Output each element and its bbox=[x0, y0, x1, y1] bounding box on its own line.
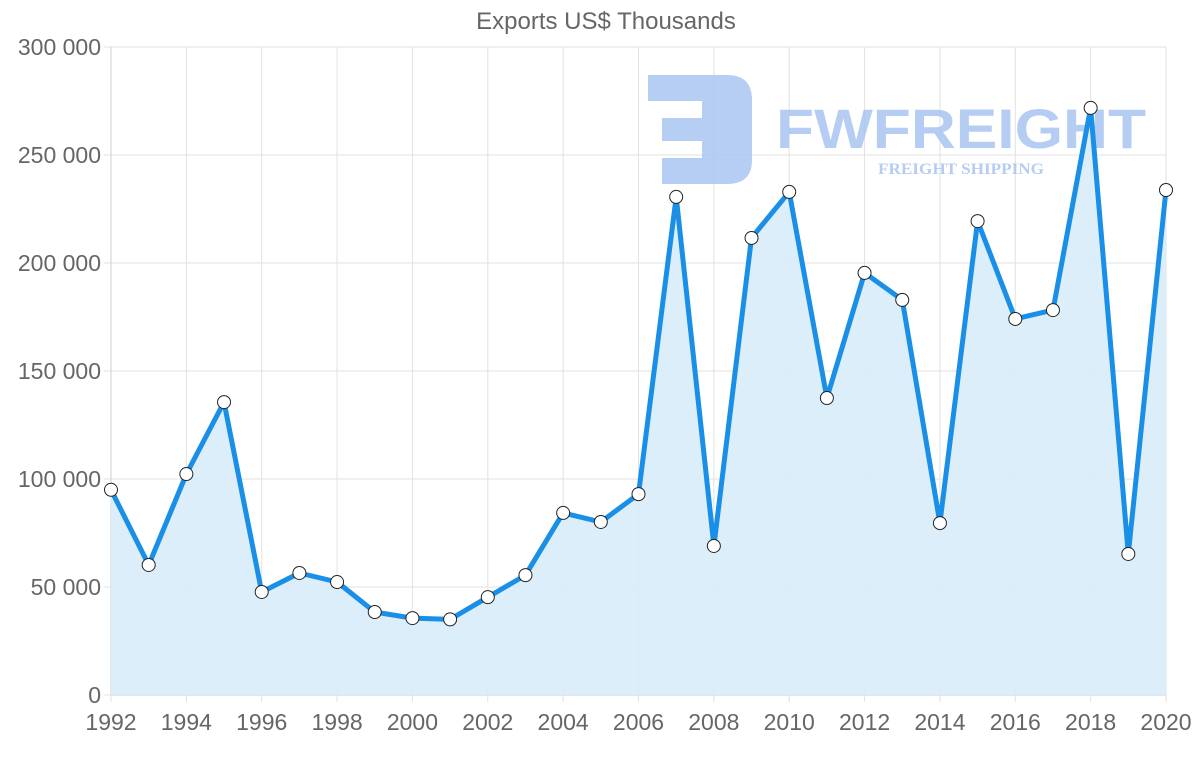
x-axis-ticks: 1992 1994 1996 1998 2000 2002 2004 2006 2008 2010… bbox=[85, 709, 1191, 735]
data-points bbox=[104, 100, 1173, 627]
x-tick-label: 2006 bbox=[613, 709, 664, 735]
data-point-marker bbox=[782, 184, 797, 199]
data-point-marker bbox=[405, 611, 420, 626]
area-fill bbox=[111, 107, 1166, 695]
data-point-marker bbox=[367, 605, 382, 620]
fwfreight-watermark-logo: FWFREIGHT FREIGHT SHIPPING bbox=[648, 75, 1146, 184]
y-tick-label: 50 000 bbox=[31, 574, 101, 600]
data-point-marker bbox=[141, 557, 156, 572]
x-tick-label: 2018 bbox=[1065, 709, 1116, 735]
data-point-marker bbox=[254, 584, 269, 599]
y-tick-label: 300 000 bbox=[18, 34, 101, 60]
x-tick-label: 2016 bbox=[990, 709, 1041, 735]
y-tick-label: 0 bbox=[88, 682, 101, 708]
x-tick-label: 2020 bbox=[1140, 709, 1191, 735]
chart-title: Exports US$ Thousands bbox=[476, 8, 736, 35]
y-tick-label: 250 000 bbox=[18, 142, 101, 168]
data-point-marker bbox=[744, 230, 759, 245]
x-tick-label: 1998 bbox=[311, 709, 362, 735]
x-tick-label: 1992 bbox=[85, 709, 136, 735]
y-tick-label: 100 000 bbox=[18, 466, 101, 492]
data-point-marker bbox=[179, 467, 194, 482]
data-point-marker bbox=[631, 487, 646, 502]
data-point-marker bbox=[1083, 100, 1098, 115]
data-point-marker bbox=[330, 575, 345, 590]
data-point-marker bbox=[1159, 182, 1173, 197]
data-point-marker bbox=[518, 568, 533, 583]
data-point-marker bbox=[1121, 546, 1136, 561]
data-point-marker bbox=[556, 505, 571, 520]
data-point-marker bbox=[217, 395, 232, 410]
data-point-marker bbox=[292, 565, 307, 580]
y-axis-ticks: 0 50 000 100 000 150 000 200 000 250 000 300 0… bbox=[18, 34, 101, 708]
data-point-marker bbox=[895, 292, 910, 307]
y-tick-label: 150 000 bbox=[18, 358, 101, 384]
data-point-marker bbox=[1045, 303, 1060, 318]
data-point-marker bbox=[819, 391, 834, 405]
data-point-marker bbox=[706, 538, 721, 553]
x-tick-label: 1994 bbox=[161, 709, 212, 735]
data-point-marker bbox=[1008, 311, 1023, 326]
x-tick-label: 2000 bbox=[387, 709, 438, 735]
data-point-marker bbox=[932, 516, 947, 531]
data-point-marker bbox=[480, 590, 495, 605]
data-point-marker bbox=[857, 265, 872, 280]
x-tick-label: 2014 bbox=[914, 709, 965, 735]
x-tick-label: 1996 bbox=[236, 709, 287, 735]
data-point-marker bbox=[970, 214, 985, 229]
data-point-marker bbox=[669, 189, 684, 204]
data-point-marker bbox=[593, 514, 608, 529]
x-tick-label: 2012 bbox=[839, 709, 890, 735]
data-point-marker bbox=[443, 612, 458, 627]
x-tick-label: 2010 bbox=[764, 709, 815, 735]
y-tick-label: 200 000 bbox=[18, 250, 101, 276]
x-tick-label: 2008 bbox=[688, 709, 739, 735]
data-point-marker bbox=[104, 482, 118, 497]
x-tick-label: 2002 bbox=[462, 709, 513, 735]
watermark-tagline: FREIGHT SHIPPING bbox=[878, 161, 1045, 178]
x-tick-label: 2004 bbox=[538, 709, 589, 735]
logo-mark-icon bbox=[648, 75, 752, 184]
